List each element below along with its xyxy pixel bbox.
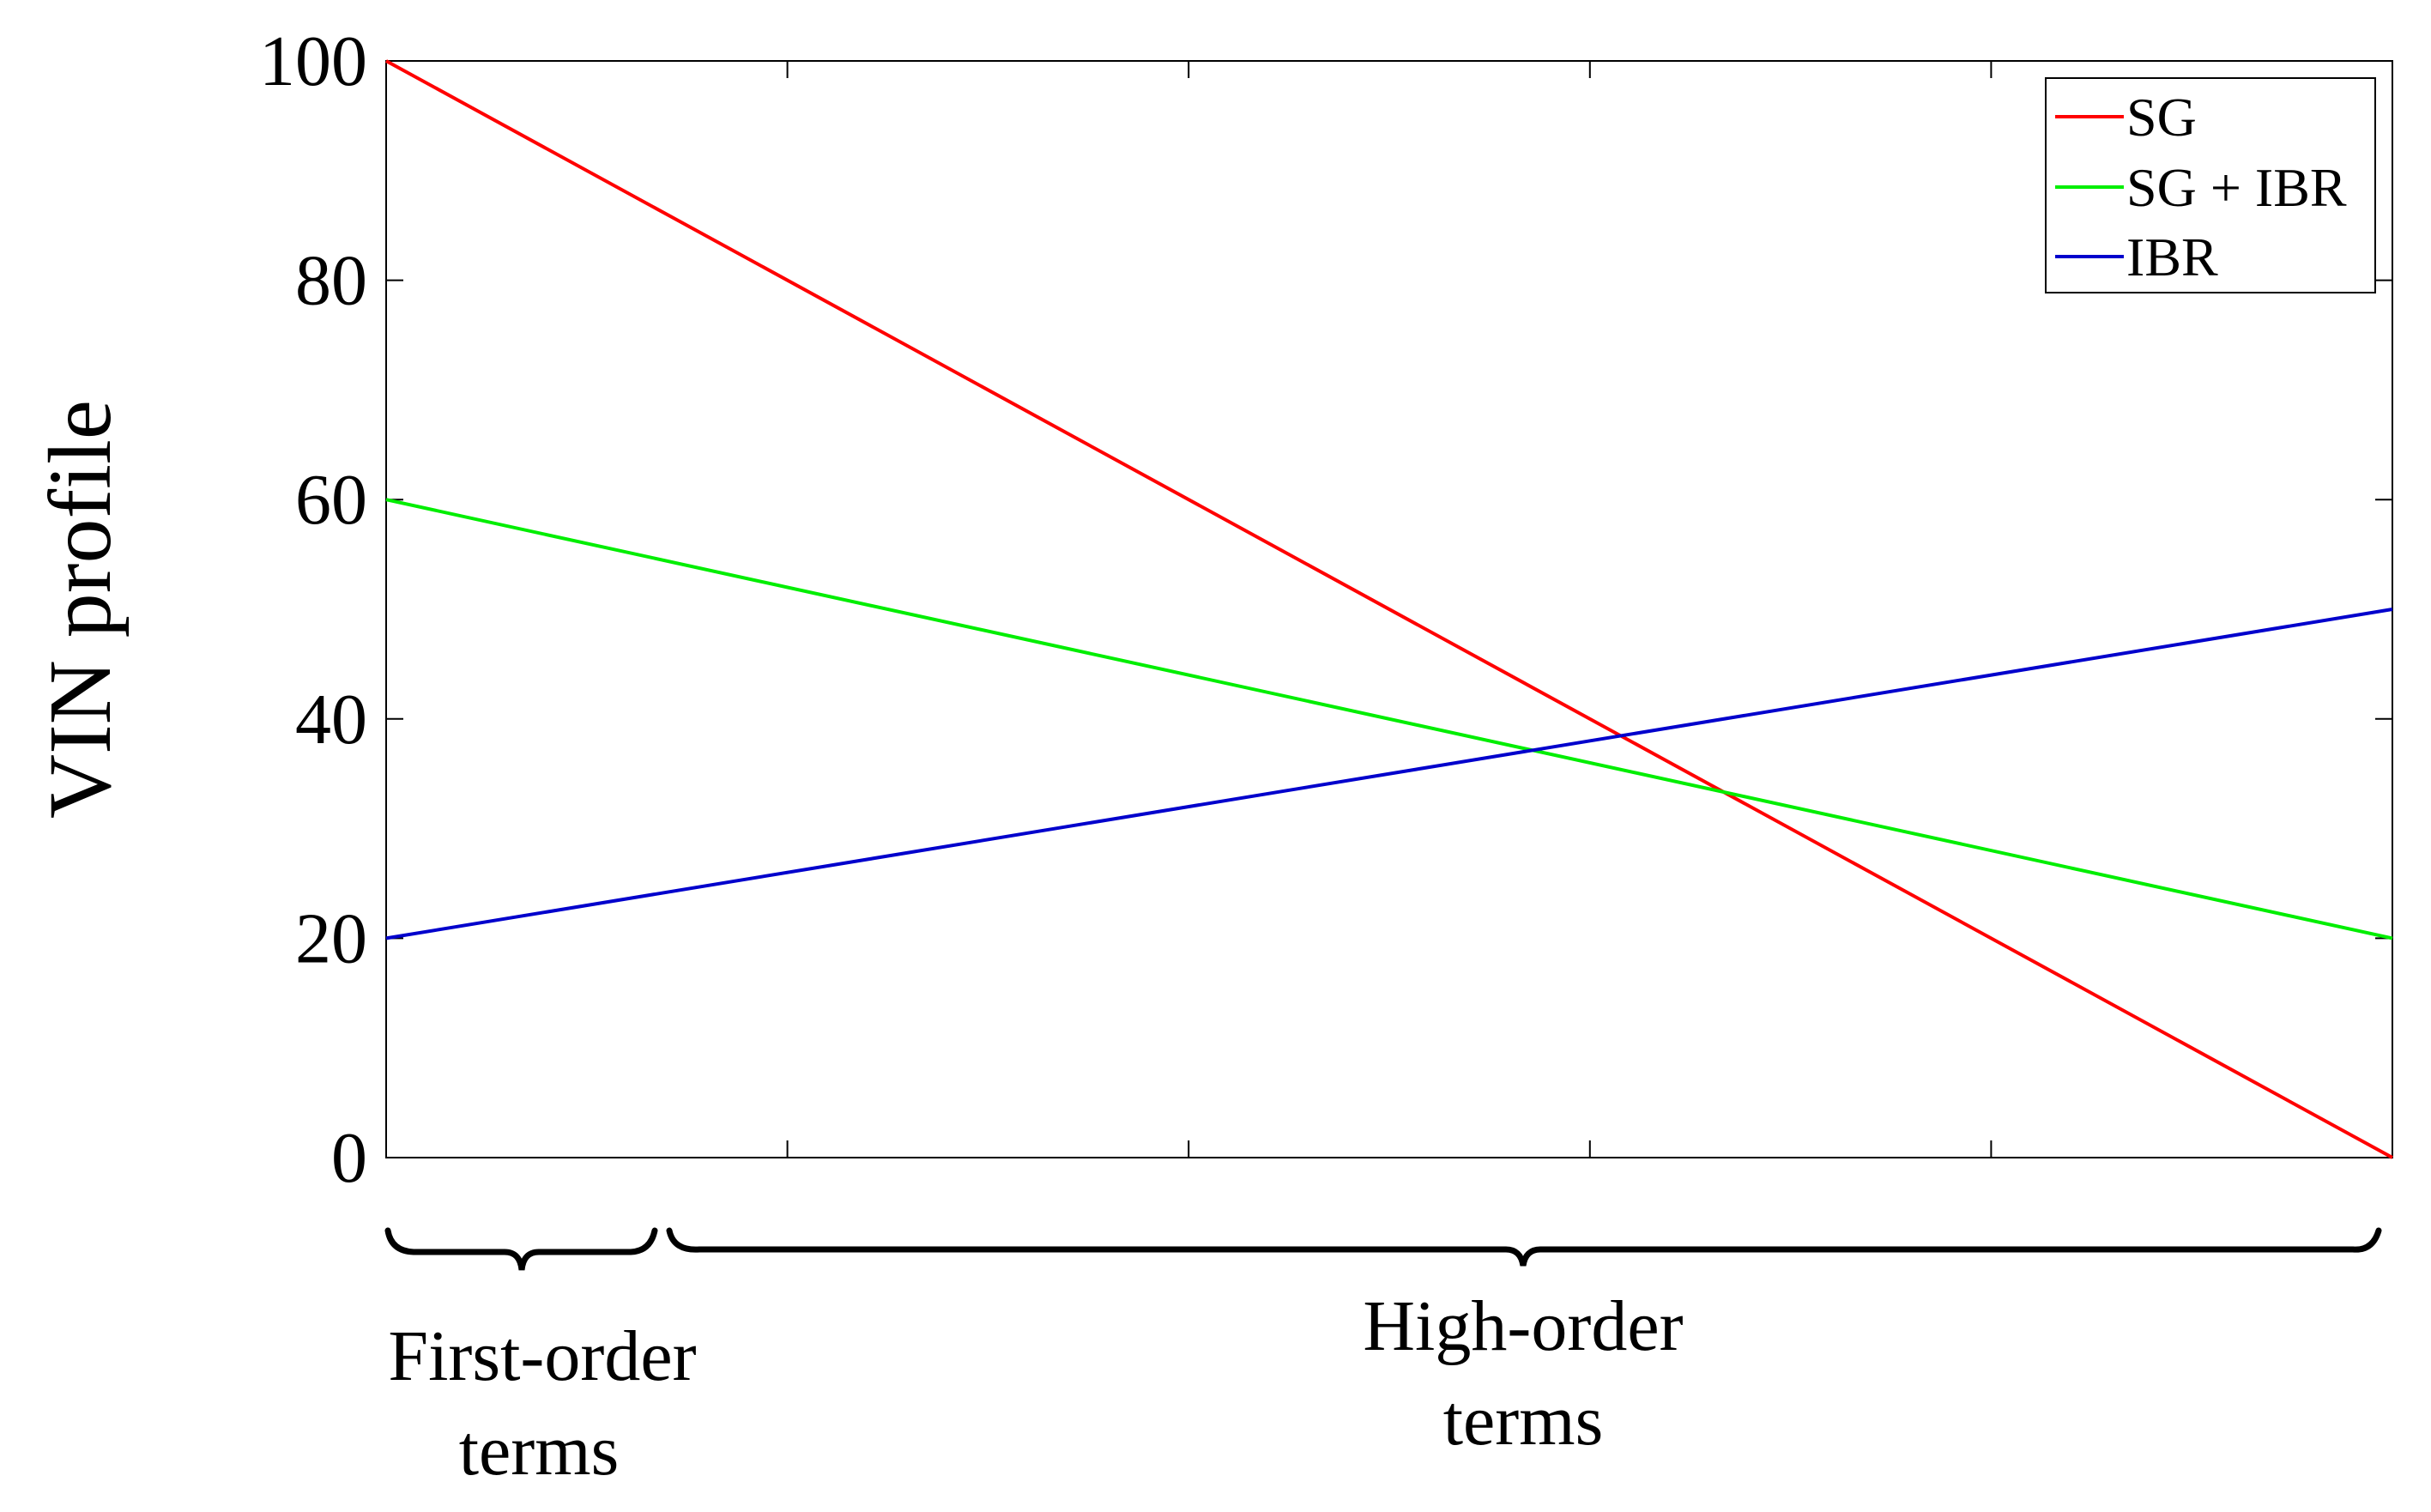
y-tick-label-1: 20 <box>295 898 367 978</box>
y-tick-label-4: 80 <box>295 241 367 321</box>
y-tick-label-2: 40 <box>295 680 367 759</box>
series-line-2 <box>385 608 2393 940</box>
series-lines <box>385 59 2393 1159</box>
legend: SG SG + IBR IBR <box>2045 77 2376 293</box>
y-axis-label: VIN profile <box>31 400 130 819</box>
legend-label-1: SG + IBR <box>2126 157 2347 218</box>
series-line-0 <box>385 59 2393 1159</box>
high-order-brace <box>666 1227 2382 1267</box>
high-order-label-line1: High-order <box>1363 1286 1683 1366</box>
first-order-label-line2: terms <box>459 1411 620 1491</box>
series-line-1 <box>385 498 2393 940</box>
y-tick-label-5: 100 <box>259 21 367 101</box>
high-order-label-line2: terms <box>1443 1381 1604 1461</box>
legend-label-2: IBR <box>2126 227 2218 287</box>
first-order-label-line1: First-order <box>388 1316 696 1396</box>
legend-label-0: SG <box>2126 87 2197 148</box>
y-tick-label-3: 60 <box>295 460 367 540</box>
first-order-brace <box>384 1227 658 1271</box>
y-tick-label-0: 0 <box>331 1118 367 1198</box>
y-tick-labels: 0 20 40 60 80 100 <box>259 21 367 1198</box>
